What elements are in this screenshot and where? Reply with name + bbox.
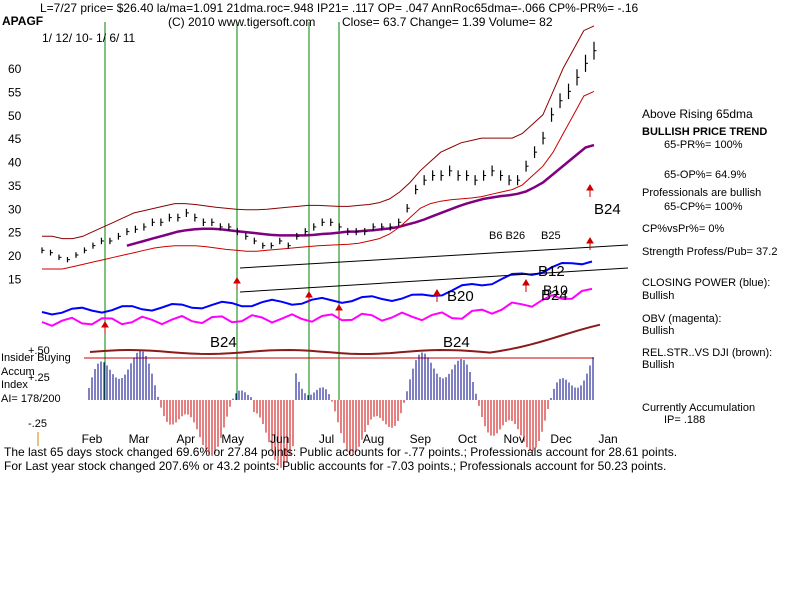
signal-b24-price: B24: [594, 201, 621, 218]
insider-label: Insider Buying: [1, 352, 71, 364]
header-line: L=7/27 price= $26.40 la/ma=1.091 21dma.r…: [40, 1, 639, 15]
signal-b10: B10: [543, 282, 568, 298]
right-cp-vs-pr: CP%vsPr%= 0%: [642, 223, 725, 235]
x-tick-label: May: [221, 432, 244, 446]
y-tick-label: 25: [8, 226, 22, 240]
obv-line: [41, 287, 593, 327]
x-tick-label: Jun: [270, 432, 289, 446]
date-range: 1/ 12/ 10- 1/ 6/ 11: [42, 31, 136, 45]
x-tick-label: Oct: [458, 432, 477, 446]
right-op65: 65-OP%= 64.9%: [664, 169, 747, 181]
right-cp65: 65-CP%= 100%: [664, 201, 743, 213]
series-lower-band: [42, 90, 595, 270]
series-upper-band: [42, 25, 595, 240]
accum-plus25: +.25: [28, 372, 50, 384]
signal-b20: B20: [447, 288, 474, 305]
signal-b6-b26: B6 B26: [489, 230, 526, 242]
buy-arrow: [335, 304, 343, 317]
copyright: (C) 2010 www.tigersoft.com: [168, 15, 316, 29]
right-cp-title: CLOSING POWER (blue):: [642, 277, 771, 289]
right-strength: Strength Profess/Pub= 37.2: [642, 246, 778, 258]
y-tick-label: 60: [8, 62, 22, 76]
buy-arrow: [305, 291, 313, 304]
right-pr65: 65-PR%= 100%: [664, 139, 743, 151]
signal-b24-cp: B24: [541, 287, 568, 304]
signal-b25: B25: [541, 230, 561, 242]
buy-arrow: [586, 237, 594, 250]
right-cp-value: Bullish: [642, 290, 675, 302]
right-accum-title: Currently Accumulation: [642, 402, 756, 414]
indicator-panel: [41, 260, 601, 468]
trend-line: [239, 244, 629, 269]
y-tick-label: 20: [8, 249, 22, 263]
right-accum-ip: IP= .188: [664, 414, 706, 426]
right-pros-bullish: Professionals are bullish: [642, 187, 762, 199]
y-tick-label: 55: [8, 85, 22, 99]
x-tick-label: Dec: [550, 432, 571, 446]
y-tick-label: 35: [8, 179, 22, 193]
footer-line-2: For Last year stock changed 207.6% or 43…: [4, 459, 667, 473]
footer-line-1: The last 65 days stock changed 69.6% or …: [4, 445, 678, 459]
header-stats: Close= 63.7 Change= 1.39 Volume= 82: [342, 15, 553, 29]
signal-markers: [101, 184, 594, 334]
x-tick-label: Nov: [504, 432, 525, 446]
right-relstr-value: Bullish: [642, 359, 675, 371]
chart-frame: [37, 22, 340, 446]
right-obv-value: Bullish: [642, 325, 675, 337]
trend-line: [239, 267, 629, 293]
rel-strength-line: [89, 323, 601, 356]
buy-arrow: [433, 289, 441, 302]
y-tick-label: 15: [8, 272, 22, 286]
ticker-symbol: APAGF: [2, 14, 44, 28]
ai-label: AI= 178/200: [1, 393, 61, 405]
y-tick-label: 45: [8, 132, 22, 146]
x-tick-label: Sep: [410, 432, 432, 446]
x-tick-label: Aug: [363, 432, 384, 446]
y-tick-label: 40: [8, 156, 22, 170]
signal-b24-acc-mid: B24: [443, 334, 470, 351]
buy-arrow: [522, 279, 530, 292]
right-trend-title: BULLISH PRICE TREND: [642, 126, 768, 138]
buy-arrow: [586, 184, 594, 197]
right-obv-title: OBV (magenta):: [642, 313, 722, 325]
accum-minus25: -.25: [28, 418, 47, 430]
accum-label: Accum: [1, 366, 35, 378]
y-tick-label: 50: [8, 109, 22, 123]
buy-arrow: [101, 321, 109, 334]
accum-plus50: +.50: [28, 345, 50, 357]
right-above-rising: Above Rising 65dma: [642, 107, 753, 121]
price-panel: [41, 25, 629, 293]
series-65dma: [126, 143, 595, 247]
signal-b12: B12: [538, 263, 565, 280]
closing-power-line: [41, 260, 593, 316]
x-tick-label: Apr: [176, 432, 195, 446]
x-tick-label: Jan: [598, 432, 617, 446]
right-relstr-title: REL.STR..VS DJI (brown):: [642, 347, 773, 359]
index-label: Index: [1, 379, 28, 391]
x-tick-label: Jul: [319, 432, 334, 446]
x-tick-label: Feb: [82, 432, 103, 446]
y-tick-label: 30: [8, 202, 22, 216]
x-tick-label: Mar: [129, 432, 150, 446]
signal-b24-acc-left: B24: [210, 334, 237, 351]
axis-ticks: 15 20 25 30 35 40 45 50 55 60 Feb Mar Apr May Jun Jul Au…: [8, 62, 618, 446]
buy-arrow: [233, 277, 241, 290]
